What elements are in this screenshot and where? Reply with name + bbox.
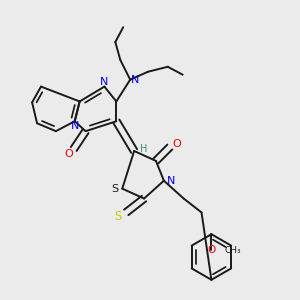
Text: O: O: [207, 245, 216, 255]
Text: S: S: [111, 184, 118, 194]
Text: S: S: [115, 210, 122, 223]
Text: N: N: [167, 176, 175, 186]
Text: N: N: [100, 76, 109, 87]
Text: N: N: [131, 75, 139, 85]
Text: H: H: [140, 144, 148, 154]
Text: N: N: [70, 121, 79, 131]
Text: O: O: [64, 149, 73, 159]
Text: CH₃: CH₃: [225, 246, 242, 255]
Text: O: O: [172, 139, 181, 149]
